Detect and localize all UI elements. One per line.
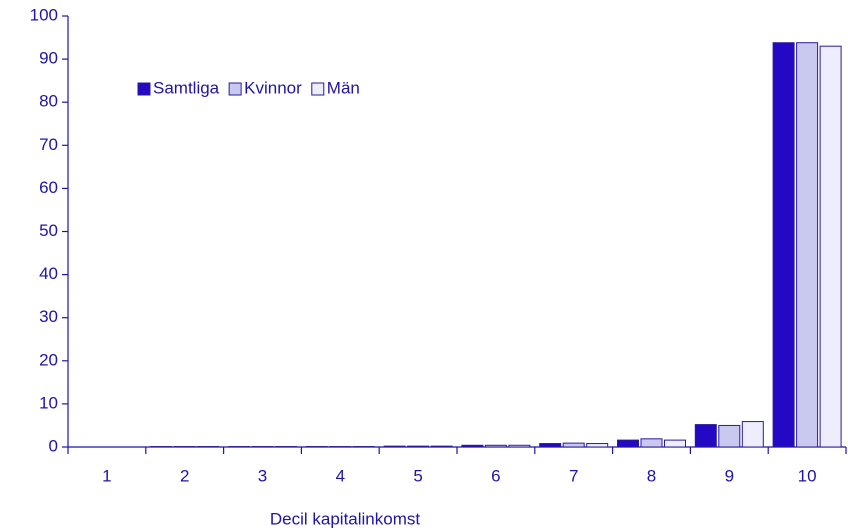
bar [562, 442, 585, 448]
x-axis-label: Decil kapitalinkomst [270, 509, 420, 528]
legend-swatch [311, 82, 325, 96]
bar [508, 444, 531, 448]
y-tick-label: 30 [39, 307, 58, 326]
y-tick-label: 0 [49, 436, 58, 455]
y-tick-label: 40 [39, 264, 58, 283]
y-tick-label: 90 [39, 49, 58, 68]
bar [819, 45, 842, 448]
y-tick-label: 10 [39, 393, 58, 412]
legend-label: Samtliga [153, 78, 220, 97]
x-tick-label: 3 [258, 466, 267, 485]
bar [772, 42, 795, 448]
y-tick-label: 100 [30, 5, 58, 24]
x-tick-label: 9 [725, 466, 734, 485]
y-tick-label: 50 [39, 221, 58, 240]
x-tick-label: 2 [180, 466, 189, 485]
y-tick-label: 20 [39, 350, 58, 369]
bar [484, 444, 507, 448]
legend-swatch [137, 82, 151, 96]
x-tick-label: 6 [491, 466, 500, 485]
bar [461, 444, 484, 448]
bar [430, 445, 453, 448]
bar [407, 445, 430, 448]
bar [664, 439, 686, 448]
x-tick-label: 1 [102, 466, 111, 485]
bar [694, 424, 717, 448]
bar [640, 438, 663, 448]
bar [586, 443, 609, 448]
bar [539, 443, 562, 448]
y-tick-label: 60 [39, 178, 58, 197]
bar [617, 439, 639, 448]
x-tick-label: 10 [798, 466, 817, 485]
bar [718, 424, 741, 448]
x-tick-label: 7 [569, 466, 578, 485]
y-tick-label: 70 [39, 135, 58, 154]
bar [741, 421, 764, 448]
x-tick-label: 5 [413, 466, 422, 485]
legend-label: Män [327, 78, 360, 97]
legend-label: Kvinnor [244, 78, 302, 97]
legend-swatch [228, 82, 242, 96]
x-tick-label: 8 [647, 466, 656, 485]
bar [796, 42, 819, 448]
x-tick-label: 4 [336, 466, 345, 485]
y-tick-label: 80 [39, 92, 58, 111]
bar [383, 445, 406, 448]
